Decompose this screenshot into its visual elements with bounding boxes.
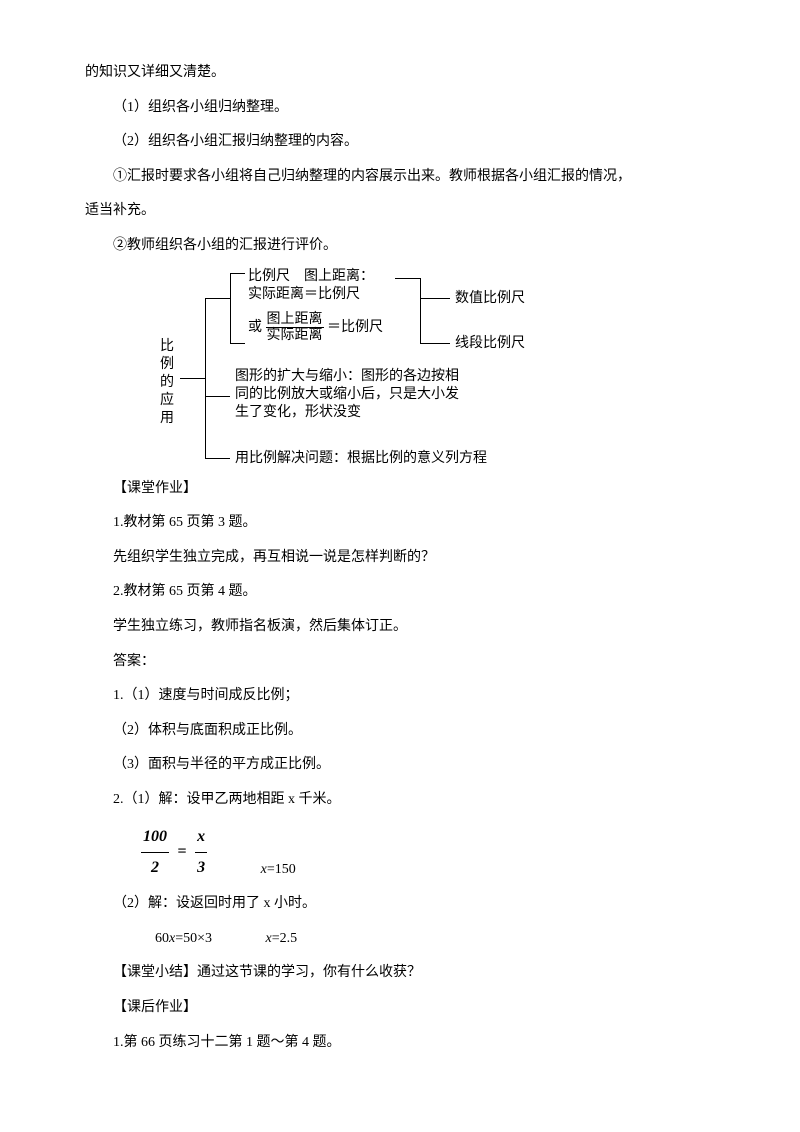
text-line: （2）组织各小组汇报归纳整理的内容。	[85, 129, 715, 156]
text-line: （2）解：设返回时用了 x 小时。	[85, 891, 715, 918]
diagram-branch: 数值比例尺	[455, 290, 525, 308]
diagram-text: 图上距离：	[304, 269, 374, 284]
text-line: ①汇报时要求各小组将自己归纳整理的内容展示出来。教师根据各小组汇报的情况，	[85, 164, 715, 191]
diagram-text: 图形的扩大与缩小：图形的各边按相	[235, 368, 459, 386]
diagram-text: ＝比例尺	[327, 320, 383, 335]
fraction-denominator: 2	[141, 853, 169, 883]
fraction-denominator: 3	[195, 853, 207, 883]
section-heading: 【课堂作业】	[85, 476, 715, 503]
section-heading: 【课堂小结】通过这节课的学习，你有什么收获？	[85, 960, 715, 987]
text-line: 1.教材第 65 页第 3 题。	[85, 510, 715, 537]
text-line: 适当补充。	[85, 198, 715, 225]
text-line: （1）组织各小组归纳整理。	[85, 95, 715, 122]
diagram-text: 或	[248, 320, 262, 335]
diagram-fraction-top: 图上距离	[266, 312, 324, 328]
diagram-branch: 线段比例尺	[455, 335, 525, 353]
concept-diagram: 比例的应用 比例尺 图上距离： 实际距离＝比例尺 或 图上距离 实际距离 ＝比例…	[85, 268, 715, 468]
text-line: 答案：	[85, 649, 715, 676]
text-line: 学生独立练习，教师指名板演，然后集体订正。	[85, 614, 715, 641]
equation-result: x=2.5	[266, 931, 298, 946]
section-heading: 【课后作业】	[85, 995, 715, 1022]
text-line: 1.第 66 页练习十二第 1 题～第 4 题。	[85, 1030, 715, 1057]
diagram-fraction-bottom: 实际距离	[267, 328, 323, 343]
text-line: 2.教材第 65 页第 4 题。	[85, 579, 715, 606]
text-line: 2.（1）解：设甲乙两地相距 x 千米。	[85, 787, 715, 814]
text-line: 先组织学生独立完成，再互相说一说是怎样判断的？	[85, 545, 715, 572]
equals-sign: =	[173, 837, 192, 867]
equation-result: x=150	[261, 862, 296, 877]
text-line: 的知识又详细又清楚。	[85, 60, 715, 87]
equation: 100 2 = x 3 x=150	[141, 822, 715, 884]
fraction-numerator: 100	[141, 822, 169, 853]
diagram-text: 实际距离＝比例尺	[248, 286, 360, 304]
text-line: 1.（1）速度与时间成反比例；	[85, 683, 715, 710]
diagram-text: 用比例解决问题：根据比例的意义列方程	[235, 450, 487, 468]
diagram-vertical-label: 比例的应用	[160, 338, 174, 429]
text-line: （3）面积与半径的平方成正比例。	[85, 752, 715, 779]
diagram-text: 生了变化，形状没变	[235, 404, 361, 422]
equation: 60x=50×3 x=2.5	[155, 926, 715, 953]
equation-left: 60x=50×3	[155, 931, 212, 946]
diagram-text: 同的比例放大或缩小后，只是大小发	[235, 386, 459, 404]
text-line: ②教师组织各小组的汇报进行评价。	[85, 233, 715, 260]
diagram-text: 比例尺	[248, 269, 290, 284]
fraction-numerator: x	[195, 822, 207, 853]
text-line: （2）体积与底面积成正比例。	[85, 718, 715, 745]
